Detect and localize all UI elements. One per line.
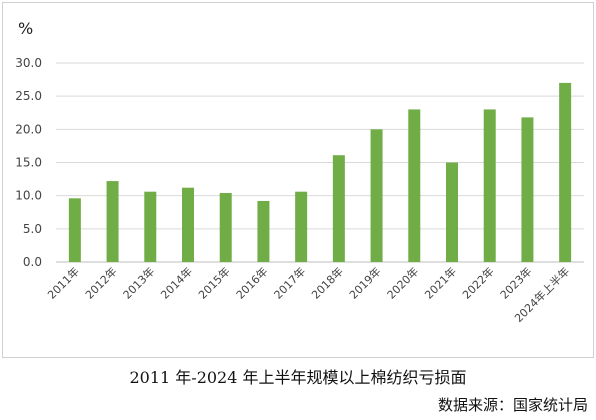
bar: [521, 117, 534, 262]
y-tick-label: 15.0: [15, 156, 42, 170]
x-tick-label: 2022年: [459, 264, 496, 301]
x-tick-label: 2018年: [309, 264, 346, 301]
x-tick-label: 2014年: [158, 264, 195, 301]
bar: [219, 193, 232, 262]
y-tick-label: 30.0: [15, 56, 42, 70]
bar: [257, 200, 270, 262]
x-tick-label: 2020年: [384, 264, 421, 301]
x-tick-label: 2021年: [422, 264, 459, 301]
bar: [446, 162, 458, 262]
bar: [68, 198, 81, 262]
y-tick-label: 20.0: [15, 122, 42, 136]
y-tick-label: 5.0: [23, 222, 42, 236]
chart-caption: 2011 年-2024 年上半年规模以上棉纺织亏损面: [129, 368, 467, 387]
x-tick-label: 2017年: [271, 264, 308, 301]
bar-chart: % 0.05.010.015.020.025.030.0 2011年 2012年 2…: [15, 19, 584, 325]
y-unit-label: %: [18, 19, 33, 38]
bar: [332, 155, 345, 262]
bar: [144, 191, 157, 262]
x-tick-label: 2023年: [497, 264, 534, 301]
y-tick-label: 10.0: [15, 189, 42, 203]
x-tick-label: 2013年: [120, 264, 157, 301]
bar: [295, 191, 308, 262]
bar: [483, 109, 496, 262]
bar: [559, 82, 572, 263]
bar: [370, 129, 383, 262]
bar: [182, 187, 194, 262]
y-tick-label: 25.0: [15, 89, 42, 103]
x-tick-label: 2011年: [45, 264, 82, 301]
bar: [106, 181, 119, 262]
data-source-note: 数据来源：国家统计局: [437, 396, 588, 414]
bar: [408, 109, 421, 262]
x-tick-label: 2015年: [195, 264, 232, 301]
y-tick-label: 0.0: [23, 255, 42, 269]
x-tick-label: 2012年: [82, 264, 119, 301]
x-tick-label: 2019年: [346, 264, 383, 301]
x-tick-label: 2016年: [233, 264, 270, 301]
